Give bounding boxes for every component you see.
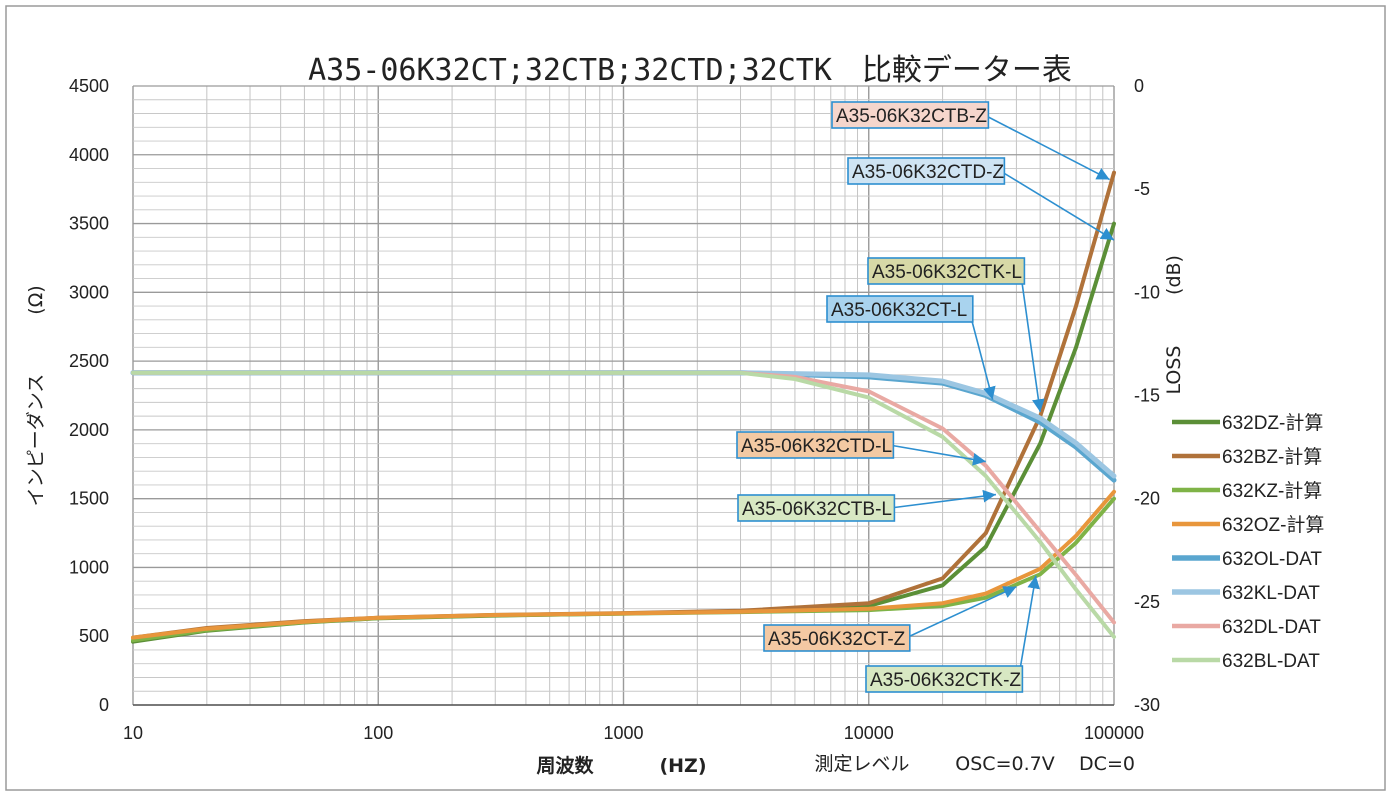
annotation-arrow [1017,575,1041,680]
legend-label: 632KL-DAT [1222,583,1320,604]
annotation-label: A35-06K32CTD-L [741,436,892,457]
legend-label: 632OL-DAT [1222,549,1322,570]
annotation-label: A35-06K32CTK-Z [870,670,1021,691]
x-axis-label: 周波数 [536,754,594,777]
legend-label: 632OZ-計算 [1222,514,1324,536]
x-tick-label: 1000 [603,723,643,743]
annotation-box [736,431,895,459]
y-right-unit: (dB) [1163,255,1185,295]
y-right-tick-label: 0 [1134,76,1144,96]
annotation-arrow [1019,270,1045,413]
annotation-arrow [889,444,986,466]
x-tick-label: 10000 [844,723,894,743]
series-layer [130,170,1117,644]
annotation-box [826,295,974,323]
measure-level-note: 測定レベル [814,753,909,775]
y-left-tick-label: 3500 [69,214,109,234]
osc-note: OSC=0.7V [955,753,1054,775]
annotation-arrow [905,585,1017,639]
y-right-tick-label: -15 [1134,386,1160,406]
y-left-tick-label: 500 [79,626,109,646]
annotation-label: A35-06K32CTK-L [872,262,1022,283]
y-left-tick-label: 1500 [69,489,109,509]
annotation-label: A35-06K32CTB-Z [836,106,987,127]
annotation-box [831,101,990,129]
annotation-label: A35-06K32CT-Z [768,629,906,650]
annotation-box [865,665,1024,693]
series-line-4 [131,489,1116,640]
legend-label: 632BZ-計算 [1222,446,1322,468]
axes-layer: 10 100 1000 10000 100000 0 500 1000 1500 2000 2500… [69,76,1160,743]
annotation-label: A35-06K32CTB-L [742,499,892,520]
y-left-tick-label: 4500 [69,76,109,96]
annotation-arrow [999,170,1115,241]
legend: 632DZ-計算 632BZ-計算 632KZ-計算 632OZ-計算 632OL-DA… [1172,412,1324,672]
y-right-tick-label: -30 [1134,695,1160,715]
annotation-arrow [890,489,997,509]
y-left-unit: (Ω) [25,285,47,314]
x-tick-label: 100 [363,723,393,743]
x-tick-label: 10 [123,723,143,743]
annotation-box [847,157,1006,185]
series-line-8 [131,370,1116,639]
annotation-label: A35-06K32CTD-Z [852,162,1004,183]
annotation-arrow [968,308,996,400]
x-axis-unit: (HZ) [659,755,706,777]
y-right-tick-label: -10 [1134,282,1160,302]
y-left-tick-label: 4000 [69,145,109,165]
y-right-axis-label: LOSS (dB) [1163,255,1185,394]
y-left-axis-label: インピーダンス (Ω) [25,285,47,506]
annotation-box [867,257,1026,285]
annotation-box [763,624,911,652]
y-right-tick-label: -20 [1134,489,1160,509]
dc-note: DC=0 [1079,753,1135,775]
y-left-tick-label: 2500 [69,351,109,371]
annotation-label: A35-06K32CT-L [831,300,967,321]
y-right-label: LOSS [1163,346,1185,395]
y-left-tick-label: 1000 [69,557,109,577]
annotation-arrow [984,114,1111,181]
legend-label: 632BL-DAT [1222,651,1320,672]
y-left-tick-label: 0 [99,695,109,715]
y-left-label: インピーダンス [25,374,47,507]
legend-label: 632KZ-計算 [1222,480,1322,502]
annotation-layer: A35-06K32CTB-Z A35-06K32CTD-Z A35-06K32CTK… [736,101,1115,693]
y-left-tick-label: 3000 [69,282,109,302]
chart-title: A35-06K32CT;32CTB;32CTD;32CTK 比較データー表 [308,53,1072,88]
legend-label: 632DZ-計算 [1222,412,1323,434]
y-left-tick-label: 2000 [69,420,109,440]
y-right-tick-label: -5 [1134,179,1150,199]
legend-label: 632DL-DAT [1222,617,1321,638]
y-right-tick-label: -25 [1134,592,1160,612]
x-tick-label: 100000 [1084,723,1144,743]
annotation-box [737,494,896,522]
